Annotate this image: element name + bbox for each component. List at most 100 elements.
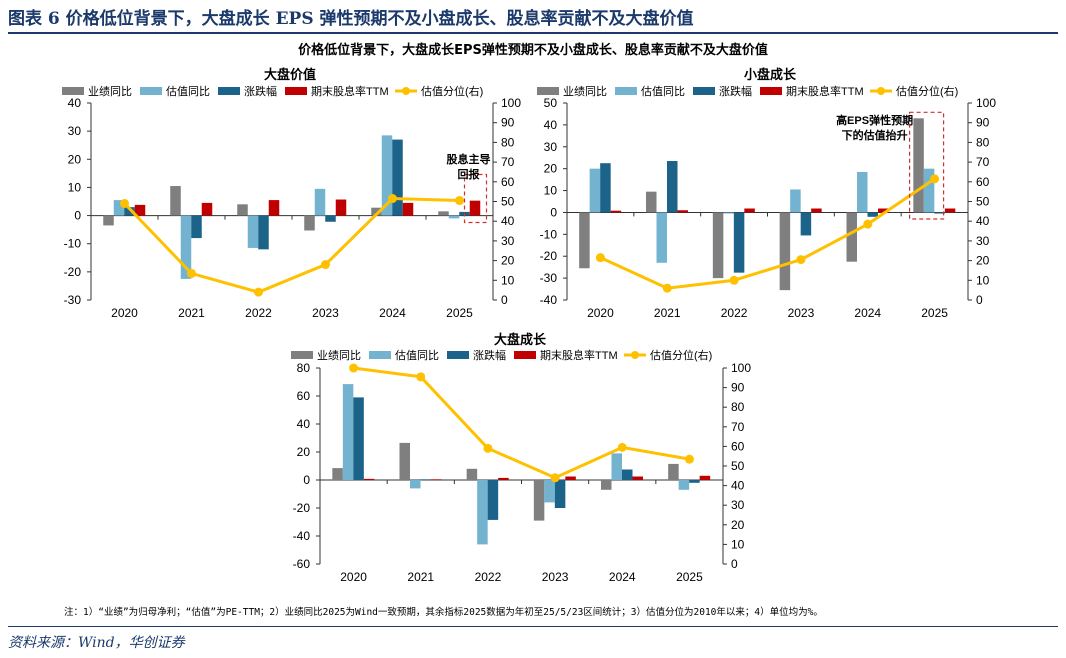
legend-marker [877,87,885,95]
bar-业绩同比 [712,212,724,279]
y-tick-label: -30 [64,293,82,307]
bar-业绩同比 [332,468,343,480]
x-tick-label: 2020 [587,306,614,320]
y2-tick-label: 90 [976,116,990,130]
legend-swatch [140,87,162,95]
line-point [321,260,330,270]
bar-估值同比 [342,384,354,480]
y-tick-label: 80 [297,361,311,375]
y2-tick-label: 30 [976,234,990,248]
line-point [254,287,263,297]
bar-估值同比 [611,453,622,480]
bar-估值同比 [544,480,555,503]
y2-tick-label: 0 [501,293,508,307]
y2-tick-label: 40 [976,214,990,228]
bar-期末股息率TTM [744,208,755,213]
legend-marker [631,351,639,359]
y-tick-label: 0 [74,209,81,223]
bar-业绩同比 [533,480,545,521]
x-tick-label: 2021 [178,306,205,320]
legend-label: 估值分位(右) [421,84,483,98]
legend-label: 涨跌幅 [244,84,277,98]
title-divider [8,32,1058,34]
y-tick-label: -20 [540,249,558,263]
bar-涨跌幅 [487,480,499,520]
x-tick-label: 2023 [788,306,815,320]
bar-期末股息率TTM [677,210,688,213]
line-point [863,219,873,229]
chart-title: 大盘价值 [264,67,316,82]
y-tick-label: 0 [303,473,310,487]
bar-期末股息率TTM [811,208,822,213]
y2-tick-label: 50 [976,195,990,209]
bar-估值同比 [410,480,421,489]
bar-期末股息率TTM [944,208,956,213]
line-point [729,275,739,285]
y-tick-label: 0 [550,205,557,219]
legend-label: 期末股息率TTM [786,84,864,98]
y-tick-label: -40 [293,529,311,543]
y-tick-label: 20 [544,162,558,176]
bar-涨跌幅 [622,469,633,480]
bar-业绩同比 [846,212,857,262]
y2-tick-label: 30 [731,498,745,512]
bar-涨跌幅 [124,207,135,216]
legend-swatch [369,351,391,359]
figure-title: 图表 6 价格低位背景下，大盘成长 EPS 弹性预期不及小盘成长、股息率贡献不及… [8,9,694,29]
bar-业绩同比 [170,186,181,216]
bar-业绩同比 [579,212,590,269]
bar-业绩同比 [438,211,449,216]
bar-业绩同比 [668,463,679,480]
annotation-text: 回报 [458,167,481,181]
x-tick-label: 2021 [654,306,681,320]
annotation-text: 下的估值抬升 [842,128,908,142]
legend-label: 业绩同比 [563,85,607,98]
line-valuation-percentile [123,197,460,294]
line-point [796,255,806,265]
bar-期末股息率TTM [402,202,414,216]
y2-tick-label: 80 [731,400,745,414]
y2-tick-label: 60 [501,175,515,189]
x-tick-label: 2024 [854,306,881,320]
bar-涨跌幅 [325,215,336,222]
y2-tick-label: 100 [976,96,996,110]
chart-title: 大盘成长 [494,332,547,347]
legend-label: 估值分位(右) [650,348,712,362]
legend-label: 业绩同比 [88,85,132,98]
bar-期末股息率TTM [431,479,442,481]
y2-tick-label: 40 [501,214,515,228]
bar-业绩同比 [779,212,791,291]
bar-涨跌幅 [667,161,678,213]
y2-tick-label: 20 [976,254,990,268]
bar-估值同比 [678,480,690,490]
bar-估值同比 [857,171,868,213]
bar-估值同比 [113,200,125,216]
y2-tick-label: 70 [731,420,745,434]
source-divider [8,626,1058,627]
y-tick-label: -20 [64,265,82,279]
y2-tick-label: 20 [731,518,745,532]
y2-tick-label: 80 [501,135,515,149]
line-point [662,283,672,293]
bar-估值同比 [589,168,601,213]
legend-swatch [514,351,536,359]
x-tick-label: 2021 [407,570,434,584]
bar-涨跌幅 [800,212,812,236]
bar-估值同比 [180,215,192,279]
line-point [930,174,940,184]
y2-tick-label: 0 [731,557,738,571]
y2-tick-label: 50 [731,459,745,473]
line-point [550,473,560,483]
y2-tick-label: 90 [731,381,745,395]
bar-估值同比 [477,480,488,545]
annotation-text: 股息主导 [447,152,491,166]
bar-涨跌幅 [867,212,878,217]
legend-label: 估值同比 [641,85,685,98]
y-tick-label: -20 [293,501,311,515]
line-point [120,198,129,208]
x-tick-label: 2023 [312,306,339,320]
